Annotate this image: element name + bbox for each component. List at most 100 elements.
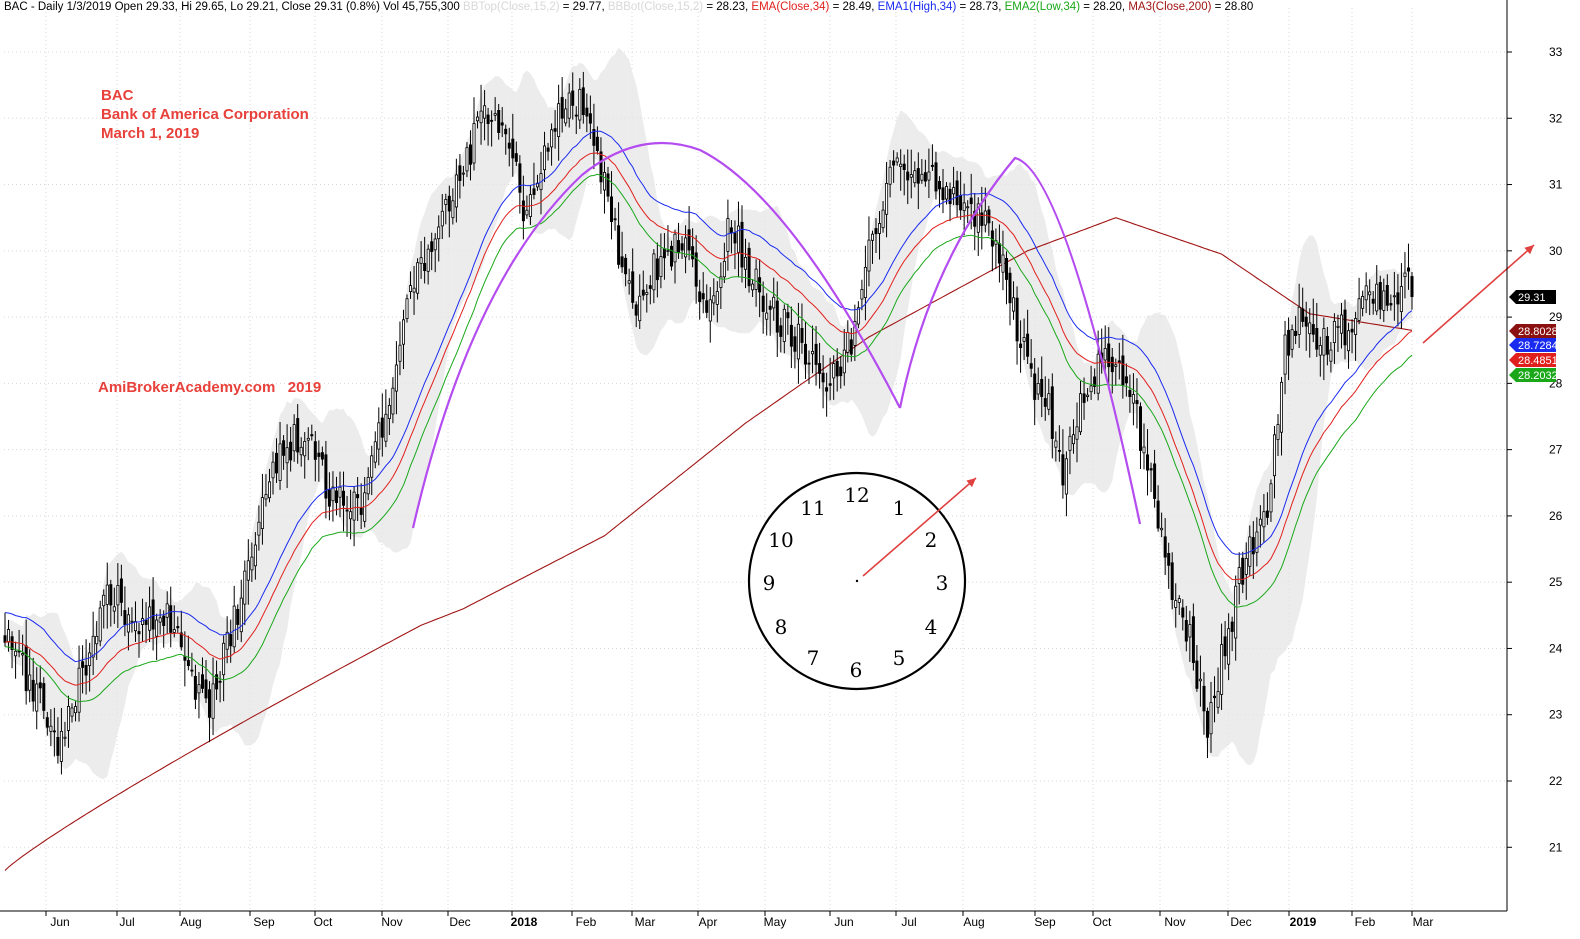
- y-tick-label: 21: [1549, 840, 1563, 854]
- candle-body: [289, 441, 293, 461]
- candle-body: [14, 650, 18, 657]
- candle-body: [52, 730, 56, 733]
- candle-body: [1146, 454, 1150, 471]
- candle-body: [1329, 349, 1333, 362]
- candle-body: [1036, 383, 1040, 395]
- candle-body: [744, 256, 748, 270]
- candle-body: [659, 256, 663, 278]
- candle-body: [966, 206, 970, 209]
- candle-body: [1410, 276, 1414, 298]
- candle-body: [169, 605, 173, 633]
- candle-body: [786, 312, 790, 319]
- candle-body: [705, 300, 709, 313]
- candle-body: [352, 491, 356, 521]
- candle-body: [631, 271, 635, 303]
- candle-body: [1001, 254, 1005, 273]
- candle-body: [930, 164, 934, 167]
- candle-body: [1361, 295, 1365, 309]
- x-tick-label: Mar: [1413, 915, 1434, 929]
- candle-body: [197, 684, 201, 694]
- candle-body: [243, 570, 247, 605]
- candle-body: [927, 171, 931, 181]
- candle-body: [1093, 376, 1097, 387]
- candle-body: [7, 629, 11, 643]
- candle-body: [306, 437, 310, 441]
- candle-body: [698, 291, 702, 303]
- candle-body: [1153, 463, 1157, 499]
- candle-body: [1255, 531, 1259, 553]
- candle-body: [641, 289, 645, 296]
- candle-body: [1399, 286, 1403, 313]
- candle-body: [31, 679, 35, 702]
- candle-body: [500, 122, 504, 126]
- candle-body: [973, 210, 977, 227]
- candle-body: [225, 631, 229, 650]
- candle-body: [606, 173, 610, 197]
- candle-body: [88, 652, 92, 667]
- y-tick-label: 32: [1549, 111, 1563, 125]
- candle-body: [394, 364, 398, 392]
- candle-body: [1149, 468, 1153, 471]
- candle-body: [758, 277, 762, 293]
- candle-body: [560, 97, 564, 119]
- candle-body: [624, 257, 628, 275]
- candle-body: [1139, 406, 1143, 451]
- x-tick-label: Sep: [253, 915, 275, 929]
- x-tick-label: Dec: [449, 915, 470, 929]
- candle-body: [842, 349, 846, 374]
- candle-body: [610, 196, 614, 222]
- candle-body: [938, 180, 942, 190]
- candle-body: [701, 293, 705, 300]
- candle-body: [1308, 322, 1312, 335]
- candle-body: [715, 291, 719, 305]
- x-tick-label: Oct: [314, 915, 333, 929]
- candle-body: [98, 607, 102, 642]
- candle-body: [1156, 500, 1160, 529]
- candle-body: [553, 128, 557, 132]
- candle-body: [1124, 376, 1128, 384]
- candle-body: [327, 489, 331, 507]
- candle-body: [941, 187, 945, 201]
- bbtop-value: = 29.77,: [562, 1, 605, 13]
- candle-body: [1022, 337, 1026, 342]
- trend-arrow-head: [1524, 245, 1534, 255]
- candle-body: [232, 605, 236, 648]
- candle-body: [1195, 660, 1199, 689]
- candle-body: [1237, 567, 1241, 584]
- candle-body: [1227, 628, 1231, 665]
- candle-body: [1163, 536, 1167, 558]
- candle-body: [324, 454, 328, 499]
- candle-body: [296, 418, 300, 453]
- candle-body: [67, 706, 71, 731]
- candle-body: [334, 490, 338, 503]
- candle-body: [1280, 381, 1284, 433]
- clock-number: 4: [925, 615, 938, 639]
- x-tick-label: Dec: [1230, 915, 1251, 929]
- candle-body: [959, 195, 963, 211]
- candle-body: [1103, 347, 1107, 361]
- candle-body: [49, 725, 53, 732]
- candle-body: [747, 247, 751, 287]
- candle-body: [1311, 324, 1315, 335]
- y-tick-label: 25: [1549, 575, 1563, 589]
- candle-body: [204, 679, 208, 699]
- candle-body: [398, 344, 402, 362]
- candle-body: [497, 110, 501, 134]
- candle-body: [21, 653, 25, 656]
- candle-body: [945, 186, 949, 200]
- candle-body: [613, 218, 617, 221]
- candle-body: [969, 197, 973, 205]
- candle-body: [274, 452, 278, 474]
- x-tick-label: Jun: [834, 915, 853, 929]
- candle-body: [1114, 364, 1118, 367]
- candle-body: [1170, 562, 1174, 600]
- candle-body: [913, 170, 917, 184]
- price-tag-label: 28.7284: [1518, 340, 1558, 352]
- candle-body: [1121, 355, 1125, 386]
- candle-body: [267, 481, 271, 499]
- candle-body: [1392, 295, 1396, 298]
- candle-body: [1019, 343, 1023, 348]
- candle-body: [899, 163, 903, 167]
- candle-body: [860, 288, 864, 300]
